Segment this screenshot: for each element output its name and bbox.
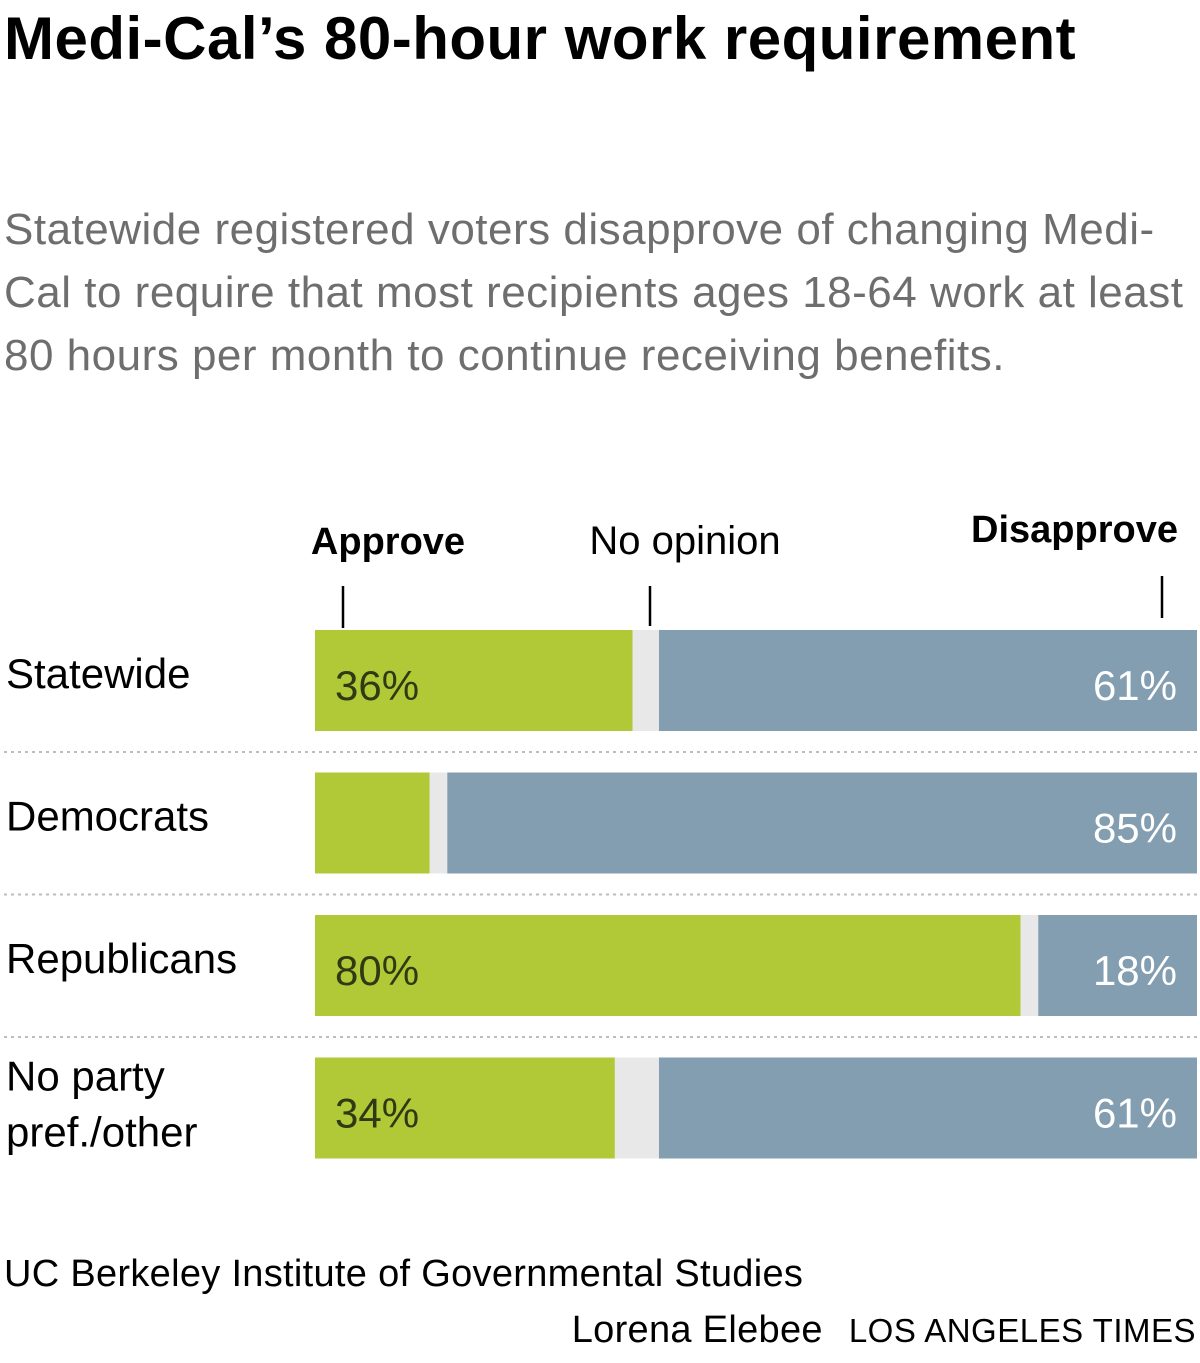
bar-segment-no-opinion-statewide bbox=[632, 630, 659, 731]
bar-segment-approve-no-party-pref-other bbox=[315, 1057, 615, 1159]
value-label-disapprove-statewide: 61% bbox=[1093, 662, 1177, 709]
category-label-statewide: Statewide bbox=[6, 650, 190, 697]
bar-segment-disapprove-no-party-pref-other bbox=[658, 1057, 1197, 1159]
bar-segment-approve-statewide bbox=[315, 630, 633, 731]
bar-segment-no-opinion-republicans bbox=[1020, 915, 1039, 1016]
credit-row: Lorena Elebee LOS ANGELES TIMES bbox=[572, 1305, 1196, 1363]
bar-segment-no-opinion-no-party-pref-other bbox=[614, 1057, 659, 1159]
chart-title: Medi-Cal’s 80-hour work requirement bbox=[4, 5, 1077, 72]
value-label-approve-republicans: 80% bbox=[335, 947, 419, 994]
bar-segment-approve-republicans bbox=[315, 915, 1021, 1016]
value-label-approve-no-party-pref-other: 34% bbox=[335, 1090, 419, 1137]
value-label-approve-statewide: 36% bbox=[335, 662, 419, 709]
value-label-disapprove-no-party-pref-other: 61% bbox=[1093, 1090, 1177, 1137]
bar-segment-no-opinion-democrats bbox=[429, 772, 448, 874]
bar-segment-disapprove-republicans bbox=[1038, 915, 1197, 1016]
category-label-no-party-pref-other: No party pref./other bbox=[6, 1053, 197, 1156]
credit-author: Lorena Elebee bbox=[571, 1309, 823, 1351]
value-label-disapprove-republicans: 18% bbox=[1093, 947, 1177, 994]
legend-label-no-opinion: No opinion bbox=[589, 519, 780, 563]
stacked-bar-chart: Approve No opinion Disapprove Statewide 36% 6… bbox=[4, 509, 1197, 1159]
publisher-brand: LOS ANGELES TIMES bbox=[848, 1312, 1196, 1349]
source-note: UC Berkeley Institute of Governmental St… bbox=[4, 1253, 804, 1295]
bar-segment-approve-democrats bbox=[315, 772, 430, 874]
value-label-disapprove-democrats: 85% bbox=[1093, 805, 1177, 852]
chart-subtitle: Statewide registered voters disapprove o… bbox=[4, 205, 1184, 380]
legend-label-disapprove: Disapprove bbox=[971, 509, 1178, 551]
bar-segment-disapprove-democrats bbox=[447, 772, 1197, 874]
category-label-republicans: Republicans bbox=[6, 935, 237, 982]
legend-label-approve: Approve bbox=[311, 521, 465, 563]
category-label-democrats: Democrats bbox=[6, 793, 209, 840]
bar-segment-disapprove-statewide bbox=[658, 630, 1197, 731]
